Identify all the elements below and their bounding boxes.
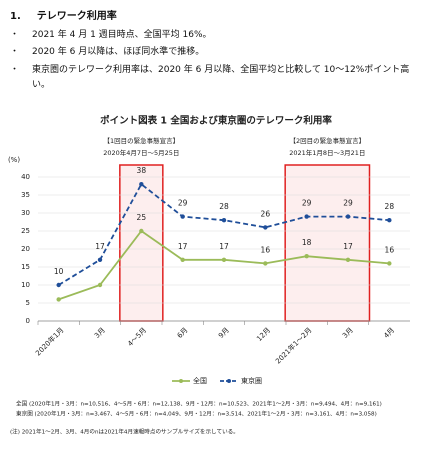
bullet-text: 2020 年 6 月以降は、ほぼ同水準で推移。 [32, 47, 205, 57]
point [56, 282, 61, 288]
value-label: 18 [302, 238, 312, 247]
y-tick-label: 40 [21, 173, 30, 181]
y-tick-label: 35 [21, 191, 30, 199]
point [345, 257, 351, 262]
bullet: 2021 年 4 月 1 週目時点、全国平均 16%。 [10, 28, 420, 43]
x-tick-label: 12月 [255, 326, 272, 343]
legend-marker [227, 379, 231, 383]
y-tick-label: 20 [21, 245, 30, 253]
annotation-title: 【1回目の緊急事態宣言】 [104, 136, 180, 145]
point [139, 228, 144, 234]
highlight-box [284, 164, 371, 322]
value-label: 26 [261, 209, 271, 218]
point [263, 225, 268, 230]
value-label: 29 [302, 199, 312, 208]
value-label: 16 [261, 245, 271, 254]
legend-label: 全国 [193, 376, 207, 385]
y-tick-label: 30 [21, 209, 30, 217]
y-tick-label: 15 [21, 263, 30, 271]
point [221, 257, 227, 262]
value-label: 28 [385, 202, 395, 211]
point [387, 261, 392, 266]
annotation-title: 【2回目の緊急事態宣言】 [290, 136, 366, 145]
x-tick-label: 4月 [382, 326, 396, 340]
heading-title: テレワーク利用率 [36, 11, 117, 22]
value-label: 17 [219, 242, 229, 251]
value-label: 17 [343, 242, 353, 251]
value-label: 25 [137, 213, 147, 222]
heading-number: 1. [10, 11, 21, 22]
bullet: 東京圏のテレワーク利用率は、2020 年 6 月以降、全国平均と比較して 10～… [10, 63, 420, 93]
x-tick-label: 3月 [93, 326, 107, 340]
x-tick-label: 3月 [341, 326, 355, 340]
y-tick-label: 10 [21, 281, 30, 289]
y-tick-label: 25 [21, 227, 30, 235]
bullet-text: 2021 年 4 月 1 週目時点、全国平均 16%。 [32, 30, 212, 40]
heading: 1. テレワーク利用率 [10, 7, 133, 22]
x-tick-label: 6月 [176, 326, 190, 340]
y-tick-label: 5 [26, 299, 30, 307]
value-label: 29 [178, 199, 188, 208]
y-tick-label: 0 [26, 317, 30, 325]
point [97, 282, 103, 288]
point [387, 218, 392, 223]
value-label: 16 [385, 245, 395, 254]
point [345, 214, 351, 219]
x-tick-label: 9月 [217, 326, 231, 340]
value-label: 10 [54, 267, 64, 276]
note: 全国 (2020年1月・3月：n=10,516、4～5月・6月：n=12,138… [16, 400, 382, 408]
annotation-text: 2020年4月7日～5月25日 [103, 148, 179, 157]
chart-title: ポイント図表 1 全国および東京圏のテレワーク利用率 [100, 115, 332, 127]
bullet: 2020 年 6 月以降は、ほぼ同水準で推移。 [10, 45, 420, 60]
x-tick-label: 4～5月 [126, 326, 148, 348]
value-label: 29 [343, 199, 353, 208]
x-tick-label: 2020年1月 [33, 325, 65, 357]
value-label: 17 [178, 242, 188, 251]
value-label: 17 [95, 242, 105, 251]
legend-label: 東京圏 [241, 376, 262, 385]
bullet-text: 東京圏のテレワーク利用率は、2020 年 6 月以降、全国平均と比較して 10～… [32, 65, 410, 90]
point [56, 297, 61, 302]
value-label: 28 [219, 202, 229, 211]
point [180, 257, 185, 262]
point [97, 257, 103, 262]
point [304, 254, 309, 259]
point [180, 214, 185, 219]
y-axis-label: (%) [8, 156, 20, 164]
value-label: 38 [137, 166, 147, 175]
point [304, 214, 309, 219]
legend-marker [179, 379, 183, 383]
point [263, 261, 268, 266]
point [221, 218, 227, 223]
x-tick-label: 2021年1～2月 [273, 325, 313, 365]
note: 東京圏 (2020年1月・3月：n=3,467、4～5月・6月：n=4,049、… [16, 410, 377, 418]
annotation-text: 2021年1月8日～3月21日 [289, 148, 365, 157]
note: (注) 2021年1～2月、3月、4月のnは2021年4月速報時点のサンプルサイ… [10, 428, 239, 436]
point [139, 182, 144, 187]
highlight-box [119, 164, 164, 322]
